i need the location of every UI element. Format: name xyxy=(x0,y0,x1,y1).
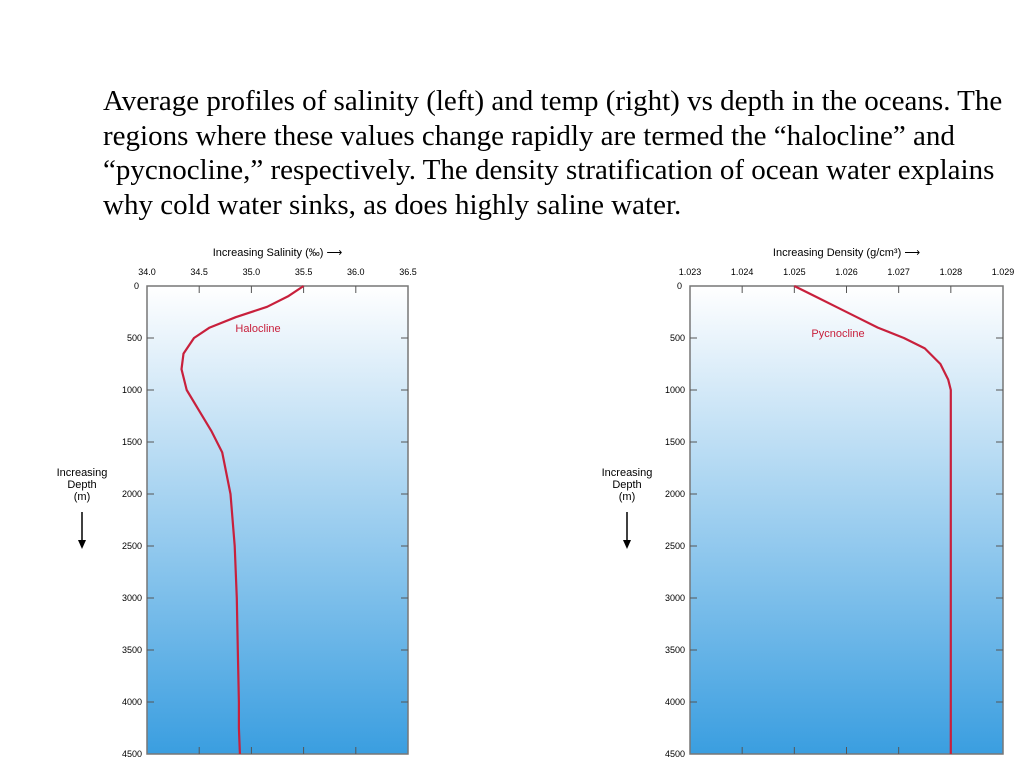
y-tick-label: 1000 xyxy=(122,385,142,395)
x-tick-label: 35.5 xyxy=(295,267,313,277)
y-tick-label: 2000 xyxy=(665,489,685,499)
arrowhead-icon xyxy=(78,540,86,549)
y-tick-label: 2500 xyxy=(122,541,142,551)
x-tick-label: 1.029 xyxy=(992,267,1015,277)
y-tick-label: 1500 xyxy=(665,437,685,447)
x-axis-title: Increasing Salinity (‰) ⟶ xyxy=(213,247,343,259)
y-tick-label: 3500 xyxy=(122,645,142,655)
y-axis-title-line: Increasing xyxy=(602,467,653,479)
x-tick-label: 1.024 xyxy=(731,267,754,277)
annotation-label: Pycnocline xyxy=(811,328,864,340)
y-tick-label: 4000 xyxy=(665,697,685,707)
y-tick-label: 4000 xyxy=(122,697,142,707)
y-axis-title-line: (m) xyxy=(619,491,636,503)
plot-area xyxy=(146,285,409,755)
y-tick-label: 0 xyxy=(134,281,139,291)
slide-caption: Average profiles of salinity (left) and … xyxy=(103,85,1003,221)
y-tick-label: 1500 xyxy=(122,437,142,447)
x-tick-label: 1.028 xyxy=(940,267,963,277)
series-line-salinity xyxy=(180,285,305,755)
x-tick-label: 1.026 xyxy=(835,267,858,277)
x-tick-label: 34.0 xyxy=(138,267,156,277)
y-tick-label: 3000 xyxy=(122,593,142,603)
chart-density: Increasing Density (g/cm³) ⟶ 1.023 1.024 1.… xyxy=(602,247,1015,759)
y-tick-label: 0 xyxy=(677,281,682,291)
chart-salinity: Increasing Salinity (‰) ⟶ 34.0 34.5 35.0 35.… xyxy=(57,247,417,759)
x-axis-title: Increasing Density (g/cm³) ⟶ xyxy=(773,247,920,259)
y-tick-label: 500 xyxy=(670,333,685,343)
y-axis-title-line: Increasing xyxy=(57,467,108,479)
y-tick-label: 3500 xyxy=(665,645,685,655)
x-tick-label: 34.5 xyxy=(190,267,208,277)
annotation-label: Halocline xyxy=(235,323,280,335)
x-tick-label: 1.025 xyxy=(783,267,806,277)
y-tick-label: 2000 xyxy=(122,489,142,499)
y-axis-title-line: (m) xyxy=(74,491,91,503)
x-tick-label: 1.023 xyxy=(679,267,702,277)
x-tick-label: 36.5 xyxy=(399,267,417,277)
x-tick-label: 35.0 xyxy=(243,267,261,277)
y-axis-title-line: Depth xyxy=(67,479,96,491)
x-tick-label: 36.0 xyxy=(347,267,365,277)
series-line-density xyxy=(793,285,952,754)
y-tick-label: 500 xyxy=(127,333,142,343)
y-tick-label: 4500 xyxy=(122,749,142,759)
x-tick-label: 1.027 xyxy=(887,267,910,277)
y-axis-title-line: Depth xyxy=(612,479,641,491)
y-tick-label: 2500 xyxy=(665,541,685,551)
arrowhead-icon xyxy=(623,540,631,549)
y-tick-label: 3000 xyxy=(665,593,685,603)
y-tick-label: 1000 xyxy=(665,385,685,395)
plot-area xyxy=(689,285,1004,755)
y-tick-label: 4500 xyxy=(665,749,685,759)
